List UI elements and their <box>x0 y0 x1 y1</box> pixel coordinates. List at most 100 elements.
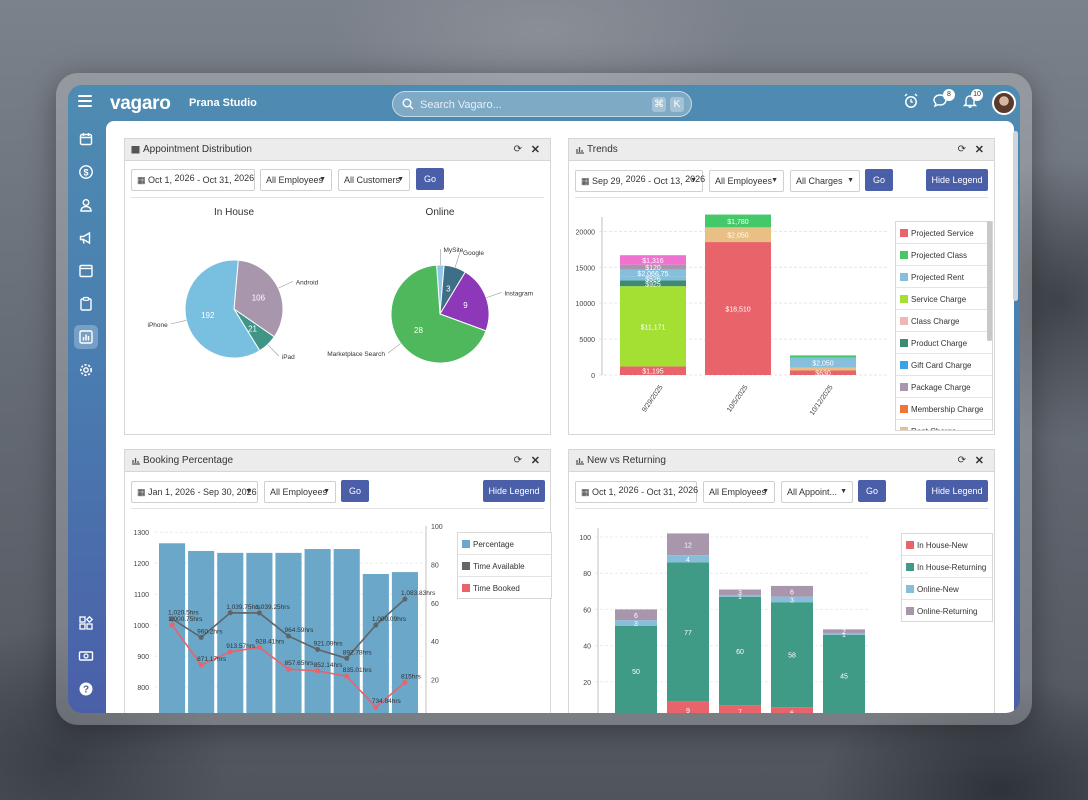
sidebar-item-reports[interactable] <box>74 325 98 349</box>
legend-item[interactable]: Online-Returning <box>902 600 992 621</box>
sidebar-item-cash[interactable] <box>74 644 98 668</box>
sidebar-item-help[interactable]: ? <box>74 677 98 701</box>
studio-name[interactable]: Prana Studio <box>189 97 257 109</box>
bar-chart-icon <box>576 458 584 465</box>
brand-logo[interactable]: vagaro <box>110 93 171 114</box>
sidebar: $ ? <box>68 121 104 713</box>
legend-item[interactable]: Membership Charge <box>896 398 992 420</box>
go-button[interactable]: Go <box>416 168 444 190</box>
widget-header: Appointment Distribution ⟳ ✕ <box>125 139 550 161</box>
bar-data-label: 6 <box>634 613 638 620</box>
legend-item[interactable]: Projected Service <box>896 222 992 244</box>
y-tick-label: 80 <box>583 571 591 578</box>
alarm-clock-icon[interactable] <box>903 93 919 114</box>
legend-item[interactable]: Class Charge <box>896 310 992 332</box>
employees-select[interactable]: All Employees ▼ <box>260 169 332 191</box>
widget-header: Trends ⟳ ✕ <box>569 139 994 161</box>
go-button[interactable]: Go <box>341 480 369 502</box>
sidebar-item-forms[interactable] <box>74 292 98 316</box>
date-range-picker[interactable]: ▦ Oct 1, 2026 - Oct 31, 2026 <box>575 481 698 503</box>
legend-item[interactable]: Gift Card Charge <box>896 354 992 376</box>
hide-legend-button[interactable]: Hide Legend <box>926 169 988 191</box>
legend-item[interactable]: Projected Class <box>896 244 992 266</box>
x-tick-label: 10/12/2025 <box>809 384 835 417</box>
time-available-point <box>286 633 291 639</box>
menu-icon[interactable] <box>78 95 92 107</box>
time-available-data-label: 921.09hrs <box>314 641 344 648</box>
sidebar-item-website[interactable] <box>74 259 98 283</box>
legend-item[interactable]: Percentage <box>458 533 551 555</box>
legend-scrollbar[interactable] <box>987 221 992 341</box>
sidebar-item-calendar[interactable] <box>74 127 98 151</box>
employees-select[interactable]: All Employees ▼ <box>703 481 775 503</box>
percentage-bar <box>275 552 302 713</box>
sidebar-item-customers[interactable] <box>74 193 98 217</box>
time-booked-data-label: 871.17hrs <box>197 656 227 663</box>
legend-item[interactable]: Rent Charge <box>896 420 992 430</box>
time-available-point <box>344 655 350 661</box>
app-window: vagaro Prana Studio Search Vagaro... ⌘ K… <box>68 85 1020 713</box>
legend-label: Online-Returning <box>917 607 978 616</box>
legend-swatch <box>900 361 908 369</box>
legend-item[interactable]: Service Charge <box>896 288 992 310</box>
appointments-select[interactable]: All Appoint... ▼ <box>781 481 853 503</box>
stacked-bar-segment <box>823 629 865 633</box>
employees-select[interactable]: All Employees ▼ <box>264 481 336 503</box>
time-available-point <box>169 616 175 622</box>
legend-item[interactable]: Time Available <box>458 555 551 577</box>
y-left-tick-label: 800 <box>137 685 149 692</box>
legend-item[interactable]: In House-Returning <box>902 556 992 578</box>
refresh-icon[interactable]: ⟳ <box>513 455 522 466</box>
legend-item[interactable]: Time Booked <box>458 577 551 598</box>
go-button[interactable]: Go <box>865 169 893 191</box>
bar-data-label: $1,780 <box>727 219 749 226</box>
stacked-bar-segment <box>823 634 865 713</box>
calendar-icon: ▦ <box>137 175 149 185</box>
user-avatar[interactable] <box>992 91 1016 115</box>
legend-item[interactable]: In House-New <box>902 534 992 556</box>
calendar-icon <box>79 133 93 146</box>
booking-legend: Percentage Time Available Time Booked <box>457 532 552 599</box>
sidebar-item-payments[interactable]: $ <box>74 160 98 184</box>
close-icon[interactable]: ✕ <box>530 455 540 467</box>
refresh-icon[interactable]: ⟳ <box>957 455 966 466</box>
date-range-picker[interactable]: ▦ Jan 1, 2026 - Sep 30, 2026 ▼ <box>131 481 258 503</box>
time-booked-point <box>198 662 204 668</box>
legend-item[interactable]: Product Charge <box>896 332 992 354</box>
hide-legend-button[interactable]: Hide Legend <box>926 480 988 502</box>
y-tick-label: 40 <box>583 644 591 651</box>
legend-item[interactable]: Projected Rent <box>896 266 992 288</box>
date-range-picker[interactable]: ▦ Oct 1, 2026 - Oct 31, 2026 <box>131 169 255 191</box>
legend-label: Time Booked <box>473 584 520 593</box>
sidebar-item-apps[interactable] <box>74 611 98 635</box>
close-icon[interactable]: ✕ <box>530 144 540 156</box>
sidebar-item-settings[interactable] <box>74 358 98 382</box>
go-button[interactable]: Go <box>858 480 886 502</box>
x-tick-label: 9/29/2025 <box>641 384 665 414</box>
customers-select[interactable]: All Customers ▼ <box>338 169 410 191</box>
time-booked-point <box>256 644 262 650</box>
sidebar-item-marketing[interactable] <box>74 226 98 250</box>
date-range-picker[interactable]: ▦ Sep 29, 2026 - Oct 13, 2026 ▼ <box>575 170 705 192</box>
legend-item[interactable]: Online-New <box>902 578 992 600</box>
y-left-tick-label: 1100 <box>134 592 149 599</box>
notifications-bell-icon[interactable]: 10 <box>962 89 983 114</box>
close-icon[interactable]: ✕ <box>974 455 984 467</box>
messages-icon[interactable]: 8 <box>932 89 955 114</box>
legend-item[interactable]: Package Charge <box>896 376 992 398</box>
page-scrollbar[interactable] <box>1012 125 1020 325</box>
employees-select[interactable]: All Employees ▼ <box>709 170 784 192</box>
y-tick-label: 20000 <box>576 229 596 236</box>
x-tick-label: 10/5/2025 <box>726 384 750 414</box>
stacked-bar-segment <box>705 227 771 243</box>
slice-value-label: 9 <box>463 301 468 310</box>
slice-leader-line <box>486 292 502 299</box>
charges-select[interactable]: All Charges ▼ <box>790 170 860 192</box>
refresh-icon[interactable]: ⟳ <box>513 144 522 155</box>
stacked-bar-segment <box>620 280 686 287</box>
close-icon[interactable]: ✕ <box>974 144 984 156</box>
hide-legend-button[interactable]: Hide Legend <box>483 480 545 502</box>
refresh-icon[interactable]: ⟳ <box>957 144 966 155</box>
search-bar[interactable]: Search Vagaro... ⌘ K <box>392 91 692 117</box>
appointment-pie-charts: In House Online 106 Android 21 iPad 192 iPhon… <box>148 207 533 364</box>
